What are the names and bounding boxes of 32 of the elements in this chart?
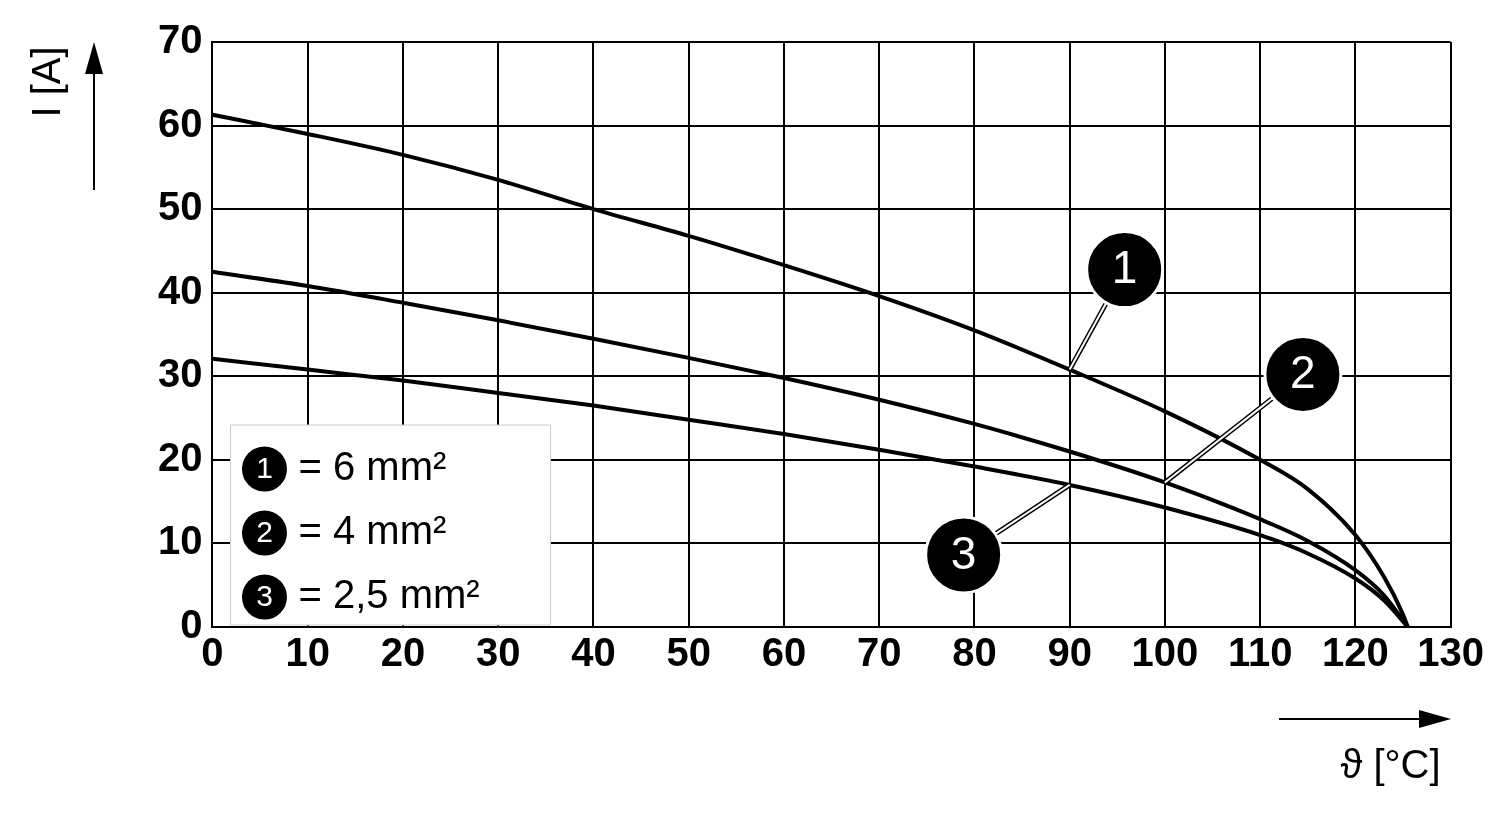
x-tick-label: 120: [1322, 630, 1389, 675]
x-tick-label: 10: [285, 630, 330, 675]
x-tick-label: 20: [380, 630, 426, 675]
y-tick-label: 30: [157, 351, 203, 396]
y-tick-label: 0: [180, 602, 203, 647]
text: 1: [256, 451, 273, 485]
x-tick-label: 90: [1047, 630, 1092, 675]
annotation: = 6 mm²: [298, 444, 447, 489]
x-tick-label: 100: [1131, 630, 1199, 675]
x-axis-title: ϑ [°C]: [1340, 742, 1441, 787]
text: 3: [950, 526, 977, 579]
text: 2: [1290, 346, 1316, 399]
series-label: 1: [1111, 241, 1138, 294]
legend-label: 2: [256, 515, 273, 549]
x-tick-label: 40: [571, 630, 616, 675]
y-tick-label: 20: [157, 434, 203, 479]
y-tick-label: 40: [157, 267, 203, 312]
y-axis-title: I [A]: [23, 46, 68, 118]
legend-label: 3: [256, 579, 273, 613]
x-tick-label: 110: [1227, 630, 1293, 675]
annotation: = 2,5 mm²: [298, 572, 480, 617]
x-tick-label: 50: [666, 630, 711, 675]
x-tick-label: 30: [475, 630, 521, 675]
y-tick-label: 70: [157, 17, 203, 62]
x-tick-label: 60: [761, 630, 807, 675]
x-tick-label: 80: [952, 630, 997, 675]
x-tick-label: 70: [856, 630, 902, 675]
y-tick-label: 10: [157, 518, 203, 563]
y-tick-label: 50: [157, 184, 203, 229]
x-tick-label: 130: [1417, 630, 1485, 675]
annotation: = 4 mm²: [298, 508, 447, 553]
y-tick-label: 60: [157, 100, 203, 145]
